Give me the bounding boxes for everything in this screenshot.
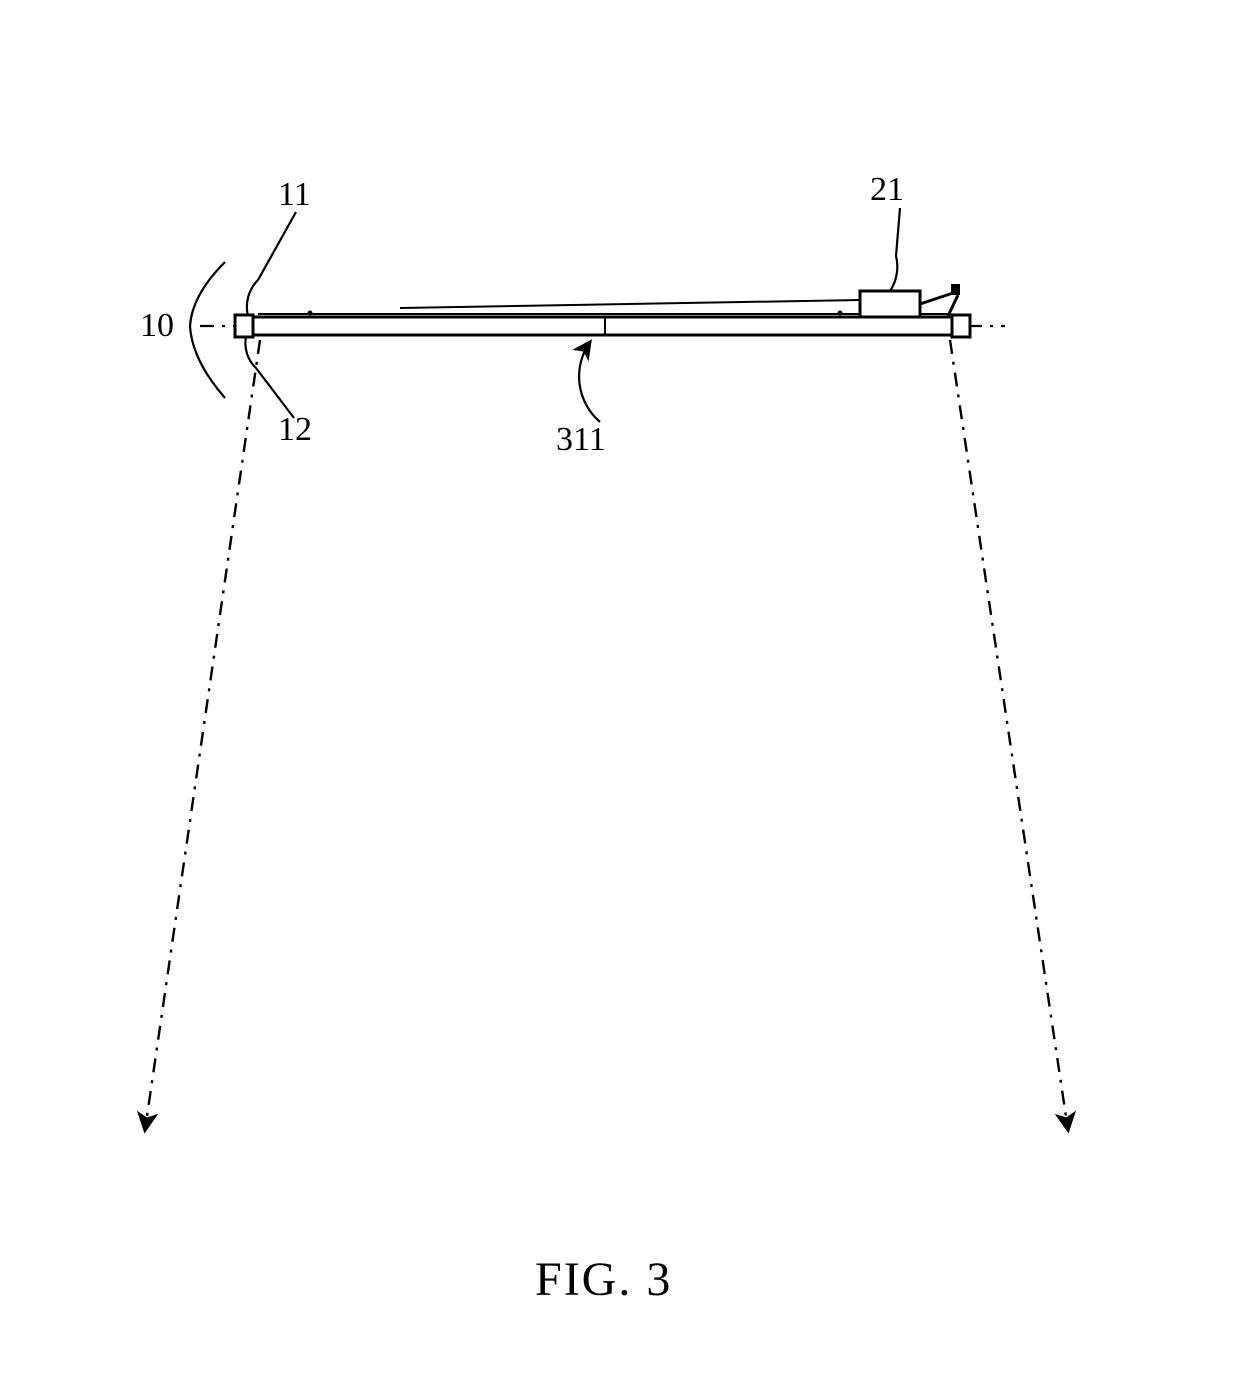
- bar-dot-right: [838, 311, 843, 316]
- figure-caption: FIG. 3: [535, 1253, 672, 1306]
- leader-11-arc: [247, 280, 258, 316]
- figure-canvas: 11 12 10 21 311 FIG. 3: [0, 0, 1240, 1373]
- ref-label-11: 11: [278, 176, 311, 213]
- arm-segment: [920, 292, 956, 304]
- leader-11-line: [258, 212, 296, 280]
- ref-label-311: 311: [556, 421, 606, 458]
- ref-label-12: 12: [278, 411, 312, 448]
- projection-line-right: [950, 340, 1068, 1130]
- brace-10-bot: [190, 326, 225, 398]
- bar-endcap-left: [235, 315, 253, 337]
- projection-line-left: [145, 340, 260, 1130]
- leader-12-arc: [245, 337, 256, 368]
- bar-top-line-2: [400, 300, 860, 308]
- bar-endcap-right: [952, 315, 970, 337]
- arm-tail: [948, 295, 958, 316]
- bar-dot-left: [308, 311, 313, 316]
- ref-label-10: 10: [140, 307, 174, 344]
- leader-21-line: [896, 208, 900, 256]
- ref-label-21: 21: [870, 171, 904, 208]
- block-21: [860, 291, 920, 317]
- leader-21-arc: [890, 256, 897, 291]
- arm-knob: [951, 284, 960, 295]
- brace-10-top: [190, 262, 225, 326]
- leader-12-line: [256, 368, 294, 418]
- leader-311-arc: [579, 342, 600, 422]
